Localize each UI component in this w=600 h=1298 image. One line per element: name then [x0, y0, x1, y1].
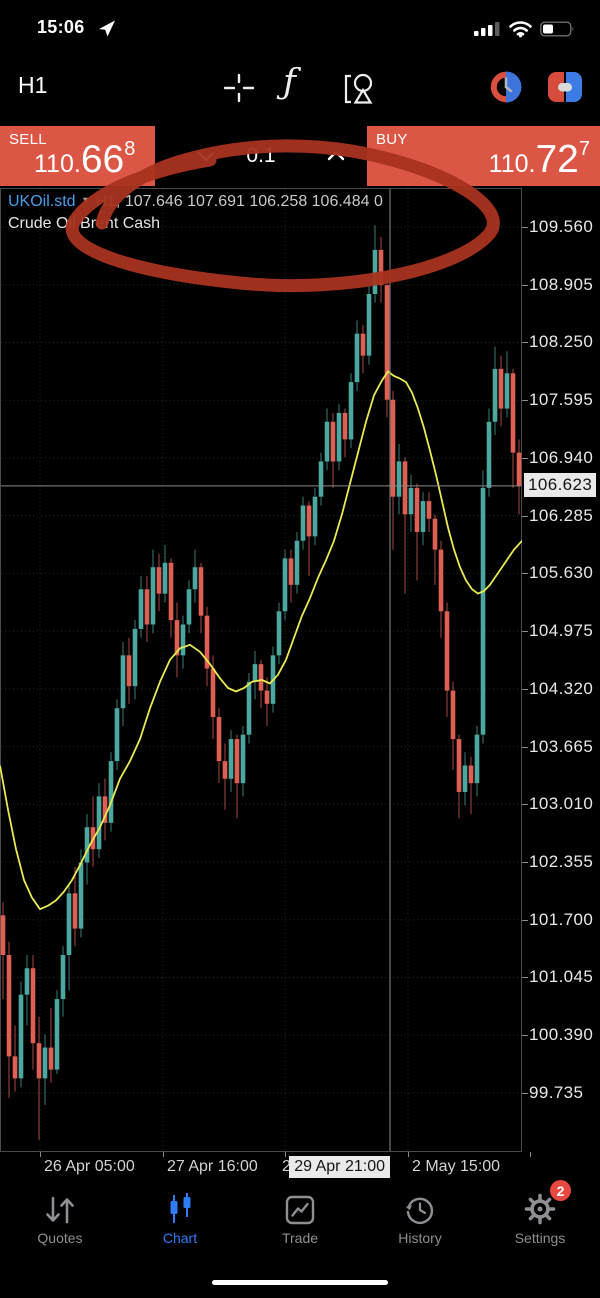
price-tick — [522, 342, 528, 344]
sell-button[interactable]: SELL 110.668 — [0, 126, 155, 186]
volume-value[interactable]: 0.1 — [246, 144, 276, 167]
buy-label: BUY — [376, 131, 408, 148]
settings-gear-icon: 2 — [523, 1180, 571, 1226]
time-tick — [530, 1152, 531, 1157]
price-axis-label: 105.630 — [529, 563, 594, 583]
bottom-tab-bar: Quotes Chart Trade — [0, 1180, 600, 1268]
price-tick — [522, 573, 528, 575]
price-axis-label: 108.905 — [529, 274, 594, 294]
wifi-icon — [509, 21, 532, 38]
time-tick — [285, 1152, 286, 1157]
tab-history[interactable]: History — [360, 1188, 480, 1268]
sell-label: SELL — [9, 131, 47, 148]
price-tick — [522, 1035, 528, 1037]
settings-badge: 2 — [550, 1180, 571, 1201]
symbol-dropdown-caret-icon: ▼ — [80, 195, 92, 207]
price-axis-label: 103.010 — [529, 794, 594, 814]
chart-info-overlay: UKOil.std ▼ H1, 107.646 107.691 106.258 10… — [8, 190, 383, 235]
price-axis-label: 109.560 — [529, 217, 594, 236]
time-axis-label: 2 May 15:00 — [412, 1158, 501, 1175]
crosshair-time-tag: 29 Apr 21:00 — [289, 1156, 390, 1178]
crosshair-icon[interactable] — [221, 68, 257, 108]
price-axis-label: 104.975 — [529, 621, 594, 641]
trade-chart-icon — [283, 1188, 317, 1226]
price-axis-label: 106.940 — [529, 447, 594, 467]
chart-candles-icon — [163, 1188, 197, 1226]
price-tick — [522, 977, 528, 979]
tab-settings[interactable]: 2 Settings — [480, 1180, 600, 1268]
price-tick — [522, 862, 528, 864]
price-axis[interactable]: 106.623 109.560 108.905 108.250 107.595 106.… — [522, 188, 600, 1152]
new-order-icon[interactable] — [547, 71, 583, 103]
chart-toolbar: H1 ƒ — [0, 54, 600, 126]
volume-stepper: 0.1 — [155, 126, 367, 186]
price-axis-label: 101.045 — [529, 967, 594, 987]
price-tick — [522, 1092, 528, 1094]
price-tick — [522, 515, 528, 517]
clock-time: 15:06 — [37, 17, 85, 37]
time-axis[interactable]: 26 Apr 05:00 27 Apr 16:00 2 2 May 15:00 29 A… — [0, 1152, 600, 1188]
cellular-signal-icon — [474, 22, 500, 36]
price-axis-label: 104.320 — [529, 678, 594, 698]
indicators-icon[interactable]: ƒ — [283, 62, 296, 102]
symbol-description: Crude Oil Brent Cash — [8, 215, 161, 232]
time-tick — [163, 1152, 164, 1157]
price-axis-label: 103.665 — [529, 736, 594, 756]
time-axis-label: 27 Apr 16:00 — [167, 1158, 258, 1175]
buy-button[interactable]: BUY 110.727 — [367, 126, 600, 186]
time-tick — [408, 1152, 409, 1157]
location-arrow-icon — [99, 20, 115, 37]
time-tick — [40, 1152, 41, 1157]
price-axis-label: 99.735 — [529, 1082, 584, 1102]
price-tick — [522, 457, 528, 459]
sell-price: 110.668 — [34, 138, 136, 181]
price-axis-label: 102.355 — [529, 852, 594, 872]
time-axis-label: 26 Apr 05:00 — [44, 1158, 135, 1175]
price-tick — [522, 284, 528, 286]
chart-canvas[interactable] — [0, 188, 522, 1152]
price-axis-label: 108.250 — [529, 332, 594, 352]
price-axis-label: 100.390 — [529, 1025, 594, 1045]
history-clock-icon — [403, 1188, 437, 1226]
sessions-clock-icon[interactable] — [488, 68, 524, 106]
battery-icon — [540, 21, 574, 37]
time-axis-label: 2 — [282, 1158, 291, 1175]
objects-icon[interactable] — [341, 68, 379, 108]
price-tick — [522, 688, 528, 690]
volume-increase-chevron-icon[interactable] — [327, 150, 345, 162]
price-tick — [522, 631, 528, 633]
symbol-name[interactable]: UKOil.std — [8, 193, 76, 210]
candlestick-chart[interactable]: UKOil.std ▼ H1, 107.646 107.691 106.258 10… — [0, 188, 522, 1152]
price-axis-label: 101.700 — [529, 909, 594, 929]
price-axis-label: 107.595 — [529, 390, 594, 410]
volume-decrease-chevron-icon[interactable] — [197, 150, 215, 162]
price-axis-label: 106.285 — [529, 505, 594, 525]
tab-quotes[interactable]: Quotes — [0, 1188, 120, 1268]
price-tick — [522, 804, 528, 806]
ohlc-values: H1, 107.646 107.691 106.258 106.484 0 — [95, 193, 383, 210]
home-indicator[interactable] — [212, 1280, 388, 1285]
price-tick — [522, 919, 528, 921]
status-bar: 15:06 — [0, 0, 600, 54]
trade-panel: SELL 110.668 0.1 BUY 110.727 — [0, 126, 600, 186]
tab-chart[interactable]: Chart — [120, 1188, 240, 1268]
tab-trade[interactable]: Trade — [240, 1188, 360, 1268]
buy-price: 110.727 — [488, 138, 590, 181]
price-tick — [522, 746, 528, 748]
price-tick — [522, 400, 528, 402]
timeframe-button[interactable]: H1 — [18, 72, 48, 98]
price-tick — [522, 227, 528, 228]
quotes-arrows-icon — [43, 1188, 77, 1226]
crosshair-price-tag: 106.623 — [524, 472, 597, 497]
